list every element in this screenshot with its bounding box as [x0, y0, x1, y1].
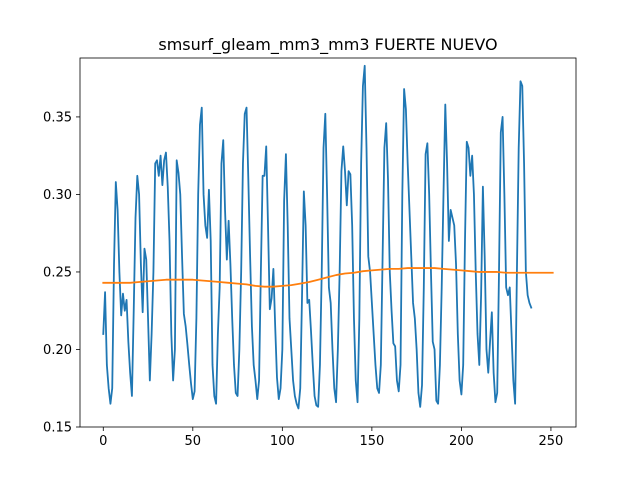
- series-line-2: [102, 267, 554, 288]
- series-line-1: [102, 64, 533, 410]
- chart-title: smsurf_gleam_mm3_mm3 FUERTE NUEVO: [158, 35, 497, 55]
- y-tick-label: 0.15: [43, 421, 72, 436]
- y-axis: 0.15 0.20 0.25 0.30 0.35: [43, 110, 80, 436]
- y-tick-label: 0.35: [43, 110, 72, 125]
- x-tick-label: 250: [539, 434, 564, 449]
- x-tick-label: 0: [99, 434, 107, 449]
- x-tick-label: 50: [185, 434, 202, 449]
- series-layer: [102, 64, 554, 410]
- x-axis: 0 50 100 150 200 250: [99, 427, 563, 449]
- y-tick-label: 0.20: [43, 343, 72, 358]
- y-tick-label: 0.25: [43, 265, 72, 280]
- x-tick-label: 200: [449, 434, 474, 449]
- x-tick-label: 150: [359, 434, 384, 449]
- x-tick-label: 100: [270, 434, 295, 449]
- y-tick-label: 0.30: [43, 188, 72, 203]
- axes-frame: [79, 57, 577, 428]
